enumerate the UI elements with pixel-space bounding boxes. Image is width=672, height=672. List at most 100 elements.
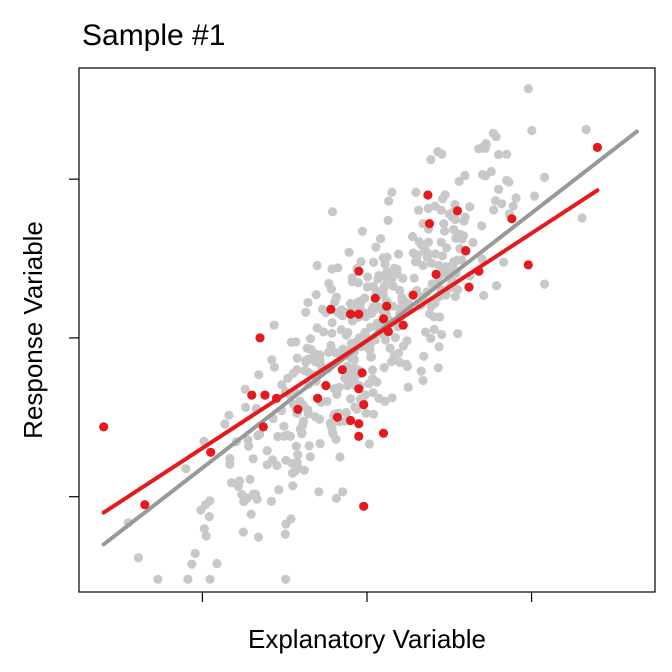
population-point — [267, 455, 278, 465]
population-point — [305, 452, 315, 462]
population-point — [361, 408, 371, 418]
population-point — [389, 263, 399, 273]
population-point — [356, 257, 366, 267]
population-point — [384, 196, 394, 206]
population-point — [419, 351, 429, 361]
population-point — [240, 384, 250, 394]
population-point — [479, 290, 489, 300]
population-point — [435, 312, 445, 322]
population-point — [226, 478, 237, 488]
population-point — [426, 301, 436, 312]
population-point — [437, 251, 448, 261]
population-point — [314, 487, 324, 497]
population-point — [460, 212, 470, 222]
sample-point — [383, 327, 393, 337]
sample-point — [423, 190, 433, 200]
population-point — [434, 260, 444, 270]
population-point — [234, 476, 245, 486]
sample-point — [345, 309, 356, 319]
population-point — [474, 144, 484, 154]
population-point — [237, 490, 247, 500]
population-point — [190, 548, 200, 559]
population-point — [380, 396, 390, 406]
population-point — [341, 407, 351, 418]
population-point — [283, 373, 293, 383]
population-point — [368, 302, 378, 312]
sample-point — [260, 390, 270, 400]
population-point — [477, 254, 487, 264]
sample-point — [337, 365, 347, 375]
sample-point — [345, 415, 356, 426]
population-point — [279, 421, 289, 431]
population-point — [360, 293, 370, 303]
population-point — [220, 419, 230, 429]
population-point — [350, 402, 360, 412]
population-point — [446, 261, 456, 271]
sample-point — [408, 290, 418, 300]
x-axis-label: Explanatory Variable — [248, 624, 486, 654]
population-point — [523, 84, 534, 94]
population-point — [269, 320, 279, 330]
sample-point — [99, 422, 109, 432]
regression-lines — [101, 129, 639, 547]
population-point — [312, 260, 322, 271]
sample-point — [140, 500, 150, 510]
population-point — [347, 277, 357, 287]
population-point — [302, 343, 312, 353]
population-point — [331, 292, 341, 302]
population-point — [369, 257, 379, 267]
population-point — [241, 402, 251, 412]
population-point — [419, 244, 429, 254]
sample-point — [359, 501, 369, 511]
sample-point — [357, 368, 367, 378]
population-point — [494, 150, 504, 160]
population-point — [387, 393, 397, 403]
sample-point — [378, 428, 389, 438]
population-point — [204, 511, 214, 522]
population-point — [453, 328, 463, 339]
sample-point — [382, 301, 392, 311]
population-point — [381, 272, 391, 282]
population-point — [133, 553, 143, 563]
population-point — [238, 527, 248, 537]
population-point — [401, 359, 411, 369]
population-point — [274, 485, 284, 495]
population-point — [390, 333, 400, 343]
population-point — [199, 524, 209, 534]
sample-point — [258, 422, 268, 432]
population-point — [577, 213, 587, 223]
population-point — [433, 363, 443, 373]
sample-regression-line — [101, 188, 600, 515]
population-point — [303, 297, 313, 308]
sample-point — [398, 320, 408, 330]
population-point — [386, 357, 397, 367]
population-point — [364, 439, 374, 449]
population-point — [153, 574, 163, 584]
population-point — [364, 379, 374, 389]
population-point — [486, 166, 496, 177]
population-point — [267, 355, 277, 365]
sample-point — [378, 314, 389, 324]
population-point — [324, 279, 334, 289]
population-point — [361, 312, 371, 322]
population-point — [418, 375, 428, 386]
population-point — [291, 441, 301, 451]
population-point — [281, 574, 291, 584]
population-point — [338, 487, 348, 497]
population-point — [254, 370, 264, 380]
sample-point — [354, 419, 364, 429]
population-point — [460, 170, 470, 181]
population-point — [418, 219, 428, 229]
population-point — [331, 493, 341, 503]
population-point — [326, 340, 336, 350]
population-point — [539, 172, 550, 182]
population-point — [402, 336, 412, 346]
population-point — [212, 558, 222, 569]
population-point — [327, 207, 338, 217]
population-point — [434, 342, 444, 352]
population-point — [492, 281, 502, 291]
population-point — [420, 327, 431, 337]
population-point — [357, 226, 367, 236]
population-point — [430, 249, 440, 259]
population-point — [416, 366, 426, 376]
